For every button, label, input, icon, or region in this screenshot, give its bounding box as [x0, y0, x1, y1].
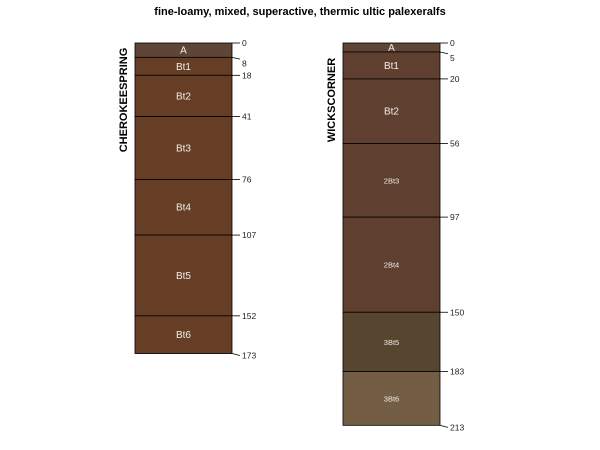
depth-label: 20 [450, 74, 460, 84]
horizon-label: Bt1 [384, 61, 399, 72]
depth-label: 41 [242, 112, 252, 122]
horizon-label: 2Bt4 [384, 261, 399, 270]
depth-tick [231, 56, 241, 60]
horizon-label: Bt4 [176, 203, 191, 214]
horizon-bt6 [134, 315, 233, 354]
horizon-bt2 [134, 74, 233, 117]
depth-tick [439, 424, 449, 428]
horizon-label: A [388, 43, 395, 54]
horizon-bt3 [134, 116, 233, 180]
horizon-bt5 [134, 234, 233, 317]
depth-label: 183 [450, 366, 464, 376]
depth-label: 0 [450, 38, 455, 48]
profile-name: WICKSCORNER [326, 58, 338, 142]
depth-label: 173 [242, 351, 256, 361]
horizon-label: 2Bt3 [384, 176, 399, 185]
profile-name: CHEROKEESPRING [118, 48, 130, 153]
depth-label: 56 [450, 139, 460, 149]
depth-label: 18 [242, 70, 252, 80]
horizon-bt4 [134, 179, 233, 236]
depth-label: 150 [450, 307, 464, 317]
profile-wickscorner: WICKSCORNER A Bt1 Bt2 2Bt3 2Bt4 3Bt5 3Bt6 0 5 20 56… [326, 38, 464, 432]
depth-label: 76 [242, 174, 252, 184]
depth-label: 0 [242, 38, 247, 48]
horizon-label: Bt5 [176, 271, 191, 282]
horizon-2bt3 [342, 143, 441, 218]
depth-label: 107 [242, 230, 256, 240]
horizon-bt1 [342, 51, 441, 80]
horizon-label: A [180, 46, 187, 57]
horizon-bt2 [342, 78, 441, 144]
figure-title: fine-loamy, mixed, superactive, thermic … [154, 6, 446, 18]
horizon-label: 3Bt5 [384, 338, 399, 347]
horizon-label: Bt3 [176, 144, 191, 155]
horizon-label: 3Bt6 [384, 394, 399, 403]
profile-cherokeespring: CHEROKEESPRING A Bt1 Bt2 Bt3 Bt4 Bt5 Bt6 0 8 18 41 7… [118, 38, 256, 361]
horizon-label: Bt6 [176, 330, 191, 341]
depth-tick [231, 353, 241, 356]
horizon-label: Bt1 [176, 62, 191, 73]
depth-label: 5 [450, 53, 455, 63]
horizon-2bt4 [342, 216, 441, 313]
horizon-3bt5 [342, 311, 441, 372]
depth-tick [439, 51, 449, 55]
depth-label: 97 [450, 212, 460, 222]
horizon-label: Bt2 [176, 91, 191, 102]
horizon-3bt6 [342, 371, 441, 426]
depth-label: 213 [450, 422, 464, 432]
horizon-label: Bt2 [384, 107, 399, 118]
depth-label: 8 [242, 58, 247, 68]
depth-label: 152 [242, 311, 256, 321]
